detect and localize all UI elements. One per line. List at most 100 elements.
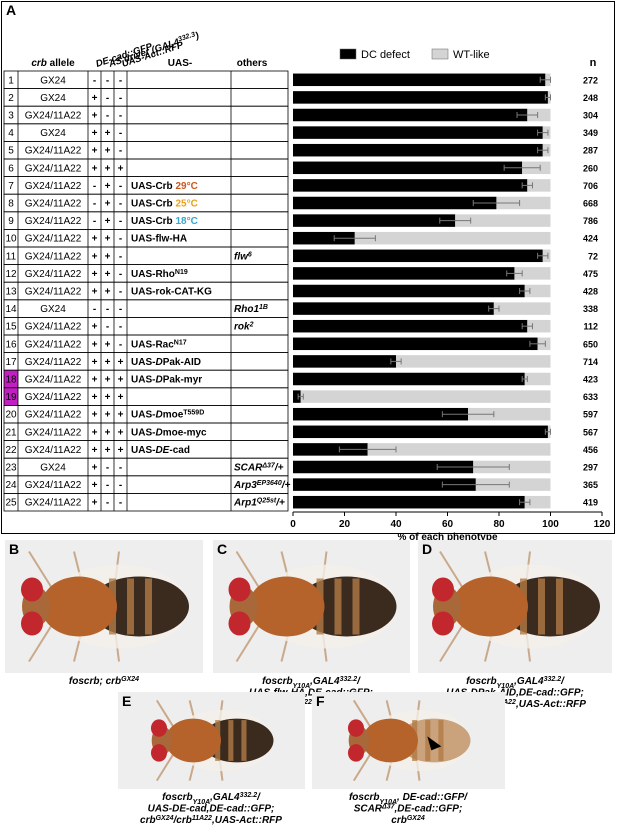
row-index: 23 <box>5 463 17 474</box>
sign: + <box>92 463 98 474</box>
text-segment: UAS-DE-cad,DE-cad::GFP; <box>148 804 275 815</box>
error-bar <box>516 112 539 118</box>
text-segment: D <box>155 357 162 368</box>
sign: + <box>92 234 98 245</box>
text-segment: 18°C <box>175 216 197 227</box>
error-bar <box>539 76 551 83</box>
error-bar <box>390 358 402 365</box>
row-index: 6 <box>8 163 14 174</box>
x-tick-label: 20 <box>339 519 351 530</box>
error-bar <box>521 323 533 330</box>
text-segment: ,DE-cad::GFP; <box>394 804 463 815</box>
text-segment: EP3640 <box>257 480 282 487</box>
bar-segment <box>524 372 551 386</box>
row-index: 10 <box>5 234 17 245</box>
row-index: 21 <box>5 427 17 438</box>
n-value: 423 <box>583 375 598 385</box>
sign: + <box>118 427 124 438</box>
row-index: 4 <box>8 128 14 139</box>
bar-segment <box>293 337 538 351</box>
sign: - <box>93 304 96 315</box>
text-segment: rok <box>234 322 250 333</box>
fly-stripe <box>352 578 360 635</box>
fly-leg <box>352 750 373 782</box>
sign: + <box>118 410 124 421</box>
row-index: 14 <box>5 304 17 315</box>
bar-segment <box>293 407 469 421</box>
bar-segment <box>468 407 551 421</box>
sign: + <box>92 128 98 139</box>
sign: + <box>105 427 111 438</box>
text-segment: 25°C <box>175 199 197 210</box>
text-segment: foscrb <box>162 792 193 803</box>
fly-leg <box>155 699 176 731</box>
sign: + <box>92 322 98 333</box>
text-segment: 6 <box>248 251 252 258</box>
n-value: 456 <box>583 445 598 455</box>
fly-stripe <box>241 720 247 761</box>
bar-segment <box>475 478 551 491</box>
crb-allele: GX24/11A22 <box>25 287 82 298</box>
crb-allele: GX24 <box>40 463 66 474</box>
caption-line: foscrb; crbGX24 <box>69 676 139 688</box>
caption-line: crbGX24/crb11A22,UAS-Act::RFP <box>140 815 282 827</box>
text-segment: 332.2 <box>240 792 258 799</box>
other-allele: SCARΔ37/+ <box>234 462 284 474</box>
sign: + <box>92 163 98 174</box>
text-segment: GX24 <box>121 676 139 683</box>
sign: + <box>92 111 98 122</box>
sign: + <box>105 128 111 139</box>
error-bar <box>503 164 541 171</box>
n-value: 304 <box>583 111 598 121</box>
sign: + <box>92 339 98 350</box>
sign: - <box>119 111 122 122</box>
error-bar <box>537 147 549 154</box>
sign: + <box>105 234 111 245</box>
sign: + <box>92 480 98 491</box>
caption-line: SCARΔ37,DE-cad::GFP; <box>354 803 463 815</box>
text-segment: foscrb <box>466 676 497 687</box>
other-allele: Rho11B <box>234 304 268 316</box>
error-bar <box>544 428 551 435</box>
bar-segment <box>514 267 551 280</box>
fly-thorax <box>452 576 528 637</box>
text-segment: Rho1 <box>234 304 259 315</box>
x-tick-label: 120 <box>594 519 611 530</box>
n-value: 714 <box>583 357 598 367</box>
error-bar <box>537 252 549 259</box>
sign: + <box>92 445 98 456</box>
sign: + <box>118 375 124 386</box>
sign: + <box>105 251 111 262</box>
sign: - <box>119 128 122 139</box>
text-segment: foscrb <box>262 676 293 687</box>
crb-allele: GX24/11A22 <box>25 339 82 350</box>
error-bar <box>506 270 523 277</box>
text-segment: UAS- <box>131 357 155 368</box>
fly-leg <box>439 620 466 663</box>
crb-allele: GX24/11A22 <box>25 163 82 174</box>
sign: - <box>119 216 122 227</box>
fly-eye <box>21 611 43 636</box>
row-index: 1 <box>8 75 14 86</box>
error-bar <box>521 182 533 189</box>
bar-segment <box>527 319 551 333</box>
fly-stripe <box>556 578 563 635</box>
fly-stripe <box>538 578 545 635</box>
row-index: 22 <box>5 445 17 456</box>
n-value: 419 <box>583 498 598 508</box>
text-segment: Y10A <box>193 799 211 806</box>
text-segment: ,UAS-Act::RFP <box>211 815 282 826</box>
crb-allele: GX24/11A22 <box>25 392 82 403</box>
row-index: 19 <box>5 392 17 403</box>
bar-segment <box>293 231 355 245</box>
row-index: 18 <box>5 375 17 386</box>
crb-allele: GX24 <box>40 75 66 86</box>
text-segment: UAS-Crb <box>131 181 175 192</box>
text-segment: Arp3 <box>233 480 257 491</box>
x-axis-title: % of each phenotype <box>397 532 497 543</box>
text-segment: -cad <box>169 445 190 456</box>
uas-construct: UAS-DPak-AID <box>131 357 201 368</box>
error-bar <box>488 305 500 312</box>
crb-allele: GX24/11A22 <box>25 322 82 333</box>
